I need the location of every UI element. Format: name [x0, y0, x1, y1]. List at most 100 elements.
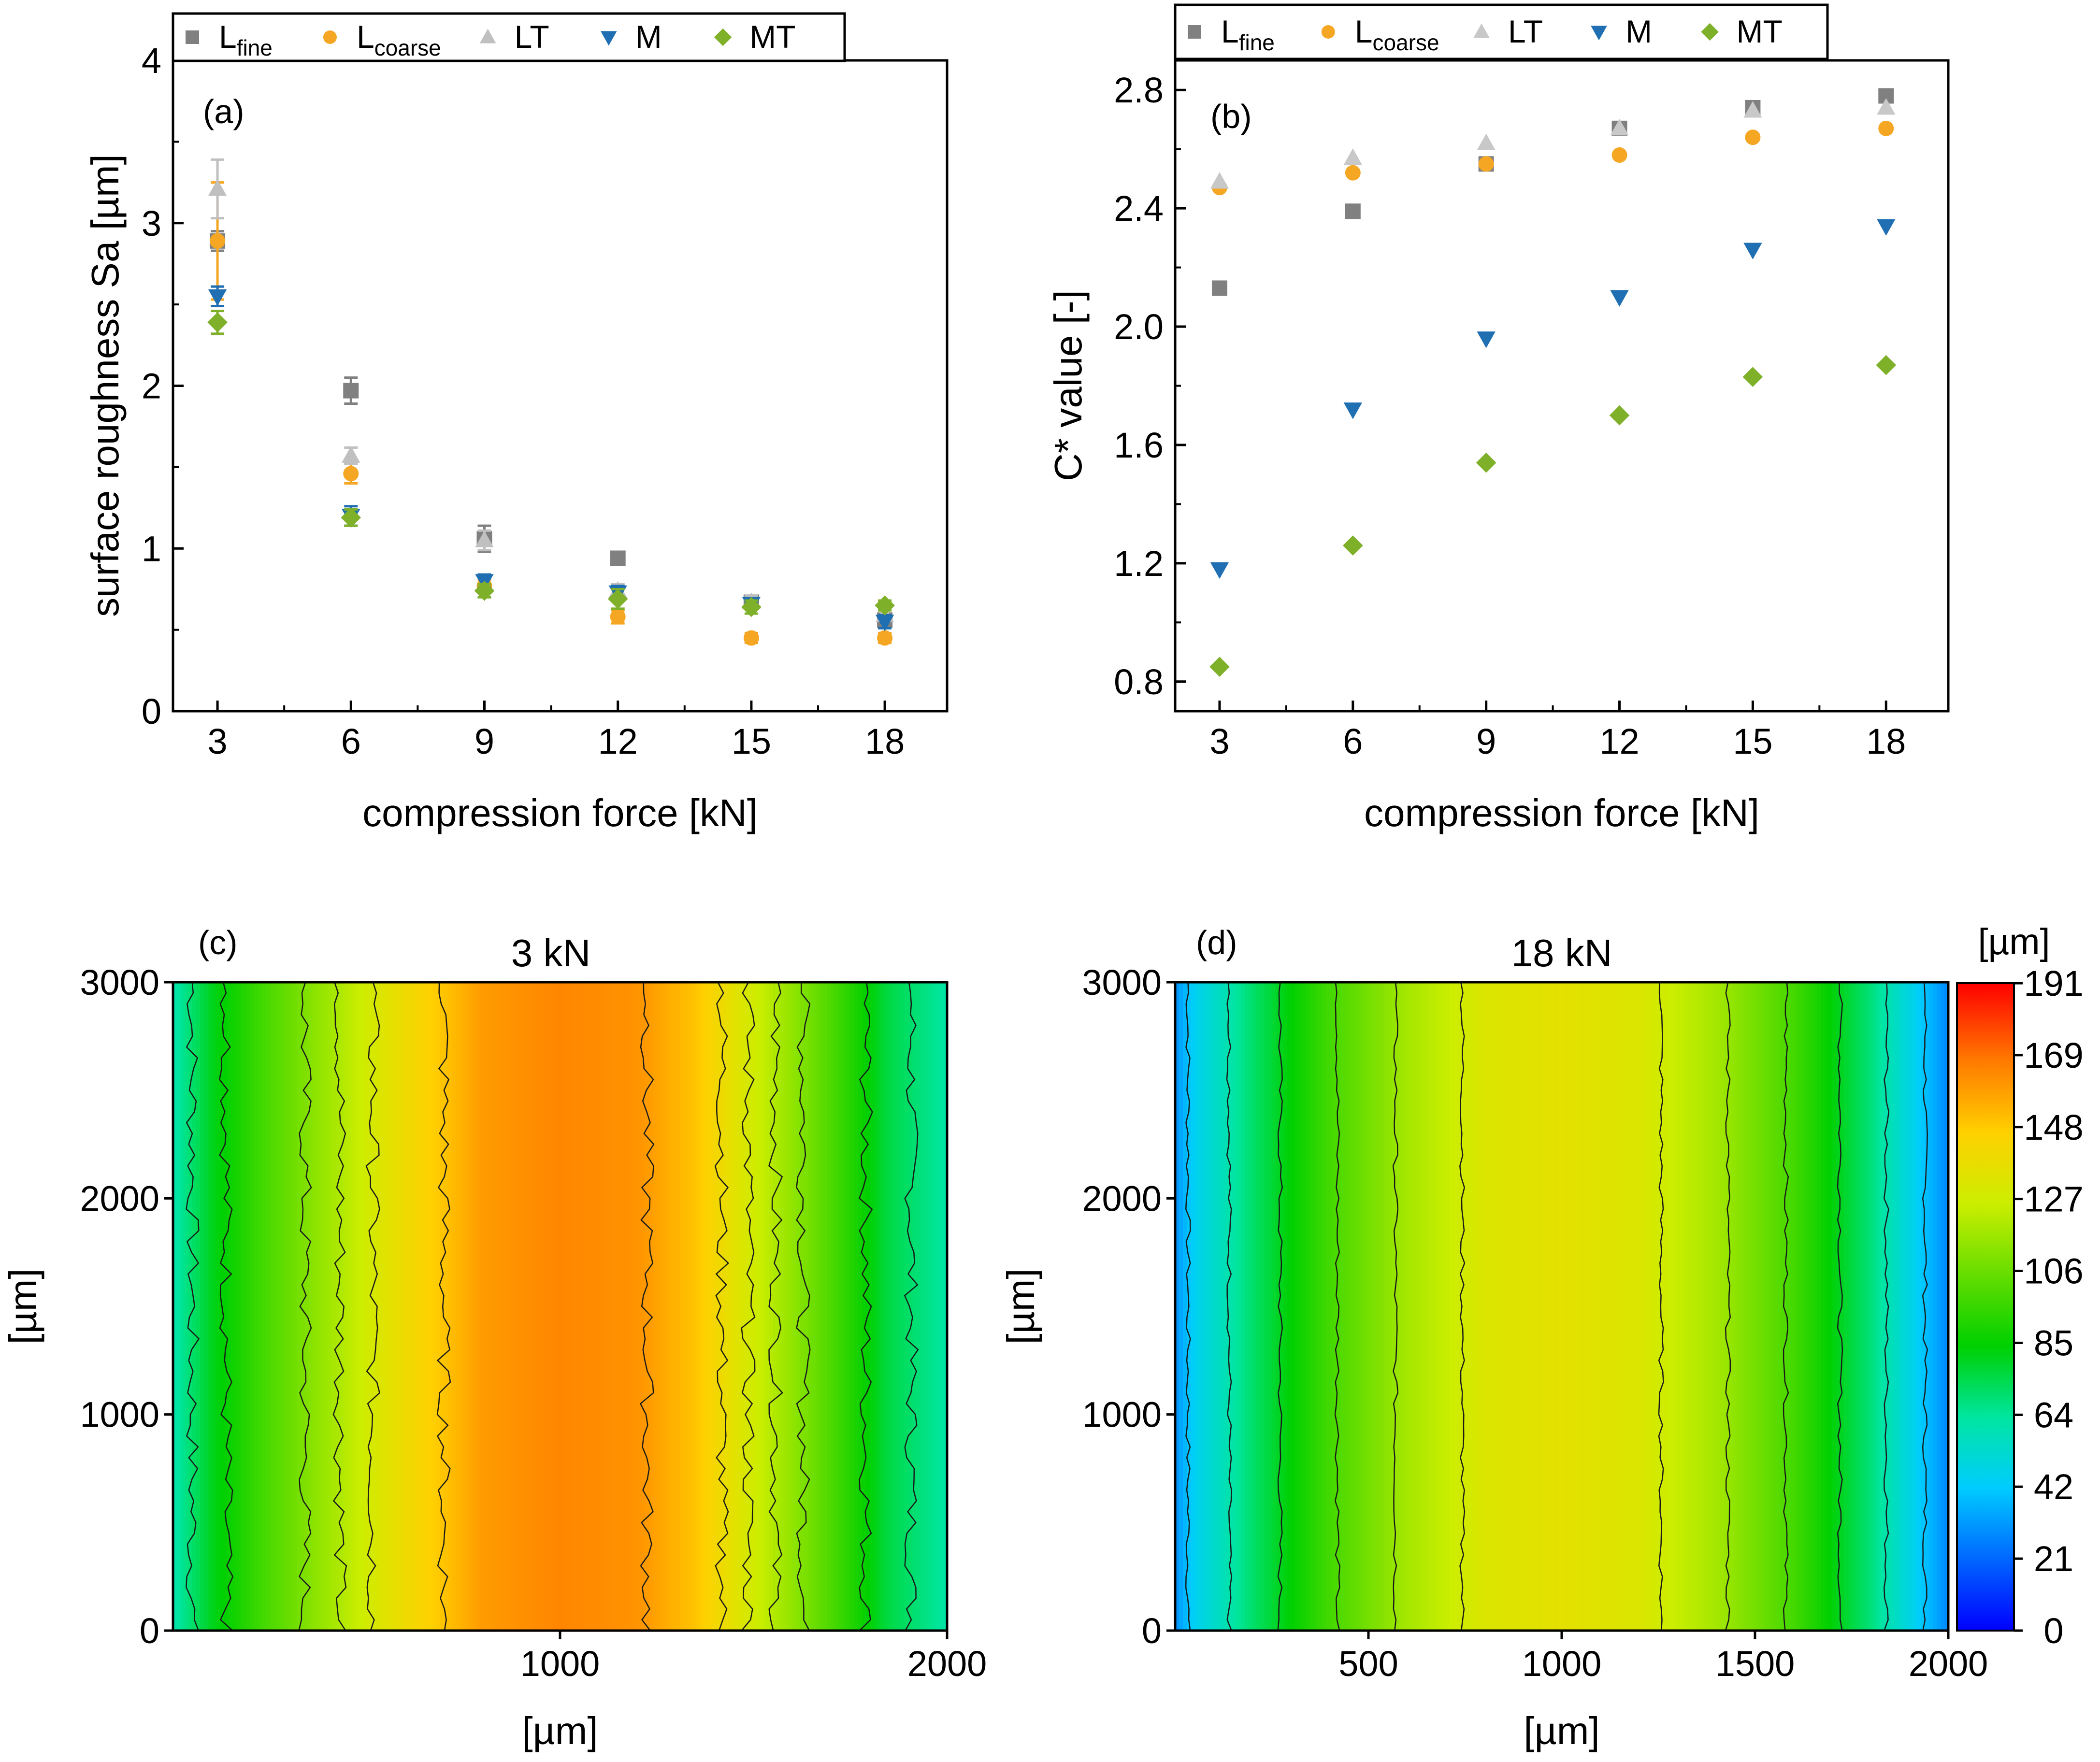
height-map-cell [1183, 982, 1188, 1631]
height-map-cell [842, 982, 847, 1631]
x-tick-label: 1000 [1522, 1644, 1602, 1684]
height-map-cell [277, 982, 282, 1631]
height-map-cell [1720, 982, 1725, 1631]
height-map-cell [1523, 982, 1528, 1631]
height-map-cell [1206, 982, 1211, 1631]
colorbar-gradient [1956, 982, 2015, 1632]
height-map-cell [335, 982, 340, 1631]
legend-symbol-mt [714, 28, 732, 46]
height-map-cell [1929, 982, 1934, 1631]
height-map-cell [1241, 982, 1246, 1631]
height-map-cell [908, 982, 913, 1631]
height-map-cell [765, 982, 770, 1631]
height-map-cell [1550, 982, 1555, 1631]
height-map-cell [548, 982, 553, 1631]
height-map-cell [1546, 982, 1551, 1631]
y-tick-label: 2.0 [1114, 307, 1164, 347]
legend-symbol-mt [1701, 23, 1719, 41]
x-tick-label: 3 [1209, 721, 1229, 761]
height-map-cell [1859, 982, 1864, 1631]
height-map-cell [1562, 982, 1567, 1631]
legend-frame [172, 12, 846, 62]
panel-a-y-axis-label: surface roughness Sa [µm] [84, 154, 127, 617]
contour-line [714, 982, 730, 1631]
data-point-lcoarse [1745, 129, 1761, 145]
height-map-cell [1743, 982, 1748, 1631]
height-map-cell [695, 982, 700, 1631]
height-map-cell [1798, 982, 1802, 1631]
height-map-cell [173, 982, 178, 1631]
height-map-cell [389, 982, 394, 1631]
colorbar-tick-label: 85 [2034, 1323, 2073, 1363]
height-map-cell [1338, 982, 1342, 1631]
data-point-lfine [1211, 280, 1227, 296]
height-map-cell [850, 982, 855, 1631]
height-map-cell [529, 982, 534, 1631]
contour-line [741, 982, 756, 1631]
height-map-cell [877, 982, 882, 1631]
height-map-cell [753, 982, 758, 1631]
height-map-cell [807, 982, 812, 1631]
height-map-cell [1767, 982, 1771, 1631]
colorbar-unit: [µm] [1978, 921, 2050, 962]
height-map-cell [181, 982, 186, 1631]
height-map-cell [1662, 982, 1667, 1631]
height-map-cell [1531, 982, 1536, 1631]
height-map-cell [1434, 982, 1439, 1631]
height-map-cell [1175, 982, 1180, 1631]
height-map-cell [560, 982, 565, 1631]
height-map-cell [262, 982, 267, 1631]
height-map-cell [614, 982, 619, 1631]
height-map-cell [1724, 982, 1729, 1631]
legend-label-m: M [1625, 14, 1652, 49]
x-tick-label: 500 [1338, 1644, 1398, 1684]
height-map-cell [1627, 982, 1632, 1631]
height-map-cell [796, 982, 801, 1631]
height-map-cell [1477, 982, 1482, 1631]
height-map-cell [1875, 982, 1880, 1631]
y-tick-label: 1.6 [1114, 425, 1164, 465]
height-map-cell [1643, 982, 1648, 1631]
height-map-cell [920, 982, 925, 1631]
contour-line [1883, 982, 1890, 1631]
height-map-cell [777, 982, 781, 1631]
data-point-lt [1477, 133, 1496, 150]
height-map-cell [320, 982, 325, 1631]
height-map-cell [1701, 982, 1706, 1631]
contour-line [1922, 982, 1928, 1631]
height-map-cell [916, 982, 921, 1631]
height-map-cell [1863, 982, 1868, 1631]
height-map-cell [1527, 982, 1532, 1631]
data-point-m [208, 289, 227, 306]
height-map-cell [1218, 982, 1223, 1631]
colorbar-tick-label: 0 [2043, 1611, 2063, 1651]
height-map-cell [486, 982, 491, 1631]
height-map-cell [1554, 982, 1559, 1631]
height-map-cell [1774, 982, 1779, 1631]
height-map-cell [1245, 982, 1250, 1631]
panel-d-x-axis-label: [µm] [1524, 1709, 1599, 1752]
height-map-cell [1867, 982, 1872, 1631]
data-point-mt [875, 595, 895, 616]
height-map-cell [1620, 982, 1625, 1631]
contour-line [768, 982, 783, 1631]
data-point-lcoarse [743, 630, 759, 646]
height-map-cell [1508, 982, 1512, 1631]
height-map-cell [1307, 982, 1311, 1631]
height-map-cell [494, 982, 499, 1631]
height-map-cell [1732, 982, 1737, 1631]
height-map-cell [1674, 982, 1679, 1631]
data-point-lcoarse [1345, 165, 1361, 181]
x-tick-label: 12 [1599, 721, 1639, 761]
data-point-lcoarse [877, 630, 893, 646]
height-map-cell [505, 982, 511, 1631]
height-map-cell [657, 982, 662, 1631]
height-map-cell [1786, 982, 1791, 1631]
height-map-cell [1488, 982, 1493, 1631]
height-map-cell [1426, 982, 1431, 1631]
y-tick-label: 2.4 [1114, 188, 1164, 229]
panel-c-heatmap: 1000 2000 0 1000 2000 3000 (c) 3 kN [µm] [µm] [1, 924, 987, 1752]
height-map-cell [1790, 982, 1795, 1631]
height-map-cell [904, 982, 909, 1631]
